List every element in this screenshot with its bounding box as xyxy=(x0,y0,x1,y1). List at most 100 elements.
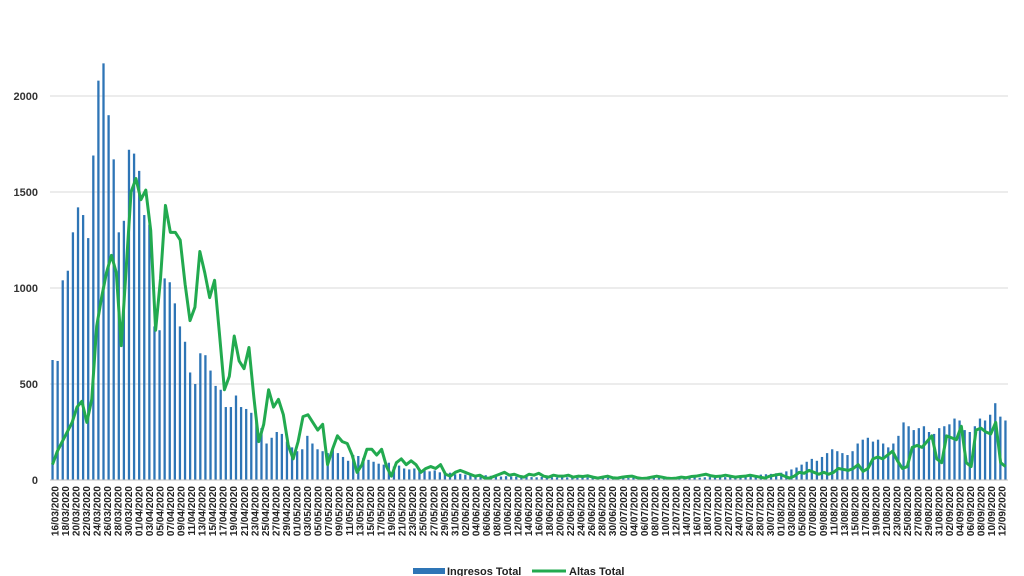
bar xyxy=(56,360,59,480)
x-tick-label: 22/07/2020 xyxy=(724,486,735,536)
bar xyxy=(540,476,543,480)
bar xyxy=(92,155,95,480)
x-tick-label: 11/08/2020 xyxy=(829,486,840,536)
bar xyxy=(882,443,885,480)
bar xyxy=(576,477,579,480)
bar xyxy=(836,451,839,480)
bar xyxy=(902,422,905,480)
bar xyxy=(713,477,717,480)
x-tick-label: 04/07/2020 xyxy=(629,486,640,536)
x-tick-label: 27/05/2020 xyxy=(429,486,440,536)
bar xyxy=(897,435,900,480)
bar xyxy=(107,115,110,480)
bar xyxy=(413,468,416,480)
x-tick-label: 24/03/2020 xyxy=(92,486,103,536)
bar xyxy=(912,430,915,480)
x-tick-label: 31/08/2020 xyxy=(935,486,946,536)
bar xyxy=(214,385,217,480)
x-tick-label: 25/04/2020 xyxy=(261,486,272,536)
bar xyxy=(846,455,849,480)
x-tick-label: 17/05/2020 xyxy=(377,486,388,536)
bar xyxy=(474,475,477,480)
bar xyxy=(87,238,90,480)
x-tick-label: 06/06/2020 xyxy=(482,486,493,536)
bar xyxy=(158,330,161,480)
bar xyxy=(861,439,864,480)
bar xyxy=(525,476,528,480)
x-tick-label: 28/06/2020 xyxy=(598,486,609,536)
x-tick-label: 10/07/2020 xyxy=(661,486,672,536)
bar xyxy=(367,459,370,480)
x-tick-label: 28/07/2020 xyxy=(756,486,767,536)
x-tick-label: 13/04/2020 xyxy=(198,486,209,536)
bar xyxy=(479,475,482,480)
bar xyxy=(127,149,131,480)
bar xyxy=(566,477,569,480)
bar xyxy=(260,428,263,480)
x-tick-label: 03/04/2020 xyxy=(145,486,156,536)
bar xyxy=(265,443,268,480)
x-tick-label: 18/07/2020 xyxy=(703,486,714,536)
bar xyxy=(168,282,171,480)
bar xyxy=(372,461,375,480)
x-tick-label: 09/04/2020 xyxy=(177,486,188,536)
bar xyxy=(285,441,289,480)
x-tick-label: 30/03/2020 xyxy=(124,486,135,536)
bar xyxy=(703,477,706,480)
x-tick-label: 15/05/2020 xyxy=(366,486,377,536)
bar xyxy=(229,407,233,480)
bar xyxy=(239,407,243,480)
bar xyxy=(627,478,630,480)
bar xyxy=(932,433,936,480)
bar xyxy=(591,477,594,480)
y-tick-label: 1000 xyxy=(14,283,38,295)
bar xyxy=(652,477,655,480)
bar xyxy=(978,418,982,480)
y-tick-label: 1500 xyxy=(14,187,38,199)
bar xyxy=(250,412,253,480)
bar xyxy=(245,408,248,480)
x-tick-label: 05/05/2020 xyxy=(313,486,324,536)
bar xyxy=(209,370,212,480)
bar xyxy=(515,476,518,480)
x-tick-label: 17/08/2020 xyxy=(861,486,872,536)
x-tick-label: 19/05/2020 xyxy=(387,486,398,536)
x-tick-label: 14/06/2020 xyxy=(524,486,535,536)
bar xyxy=(163,278,166,480)
bar xyxy=(989,414,992,480)
bar xyxy=(443,473,447,480)
x-tick-label: 22/06/2020 xyxy=(566,486,577,536)
bar xyxy=(341,456,345,480)
x-tick-label: 18/03/2020 xyxy=(61,486,72,536)
x-tick-label: 26/07/2020 xyxy=(745,486,756,536)
y-tick-label: 500 xyxy=(20,379,38,391)
x-tick-label: 24/07/2020 xyxy=(735,486,746,536)
bar xyxy=(622,477,625,480)
bar xyxy=(994,403,997,480)
bar xyxy=(336,453,340,480)
bar xyxy=(499,476,503,480)
gridlines xyxy=(50,95,1008,385)
x-tick-label: 20/07/2020 xyxy=(713,486,724,536)
x-tick-label: 23/04/2020 xyxy=(250,486,261,536)
x-tick-label: 31/05/2020 xyxy=(450,486,461,536)
bar xyxy=(739,476,742,480)
bar-series-ingresos xyxy=(51,63,1007,481)
bar xyxy=(224,407,227,480)
x-tick-label: 19/08/2020 xyxy=(871,486,882,536)
x-tick-label: 10/06/2020 xyxy=(503,486,514,536)
bar xyxy=(280,433,283,480)
bar xyxy=(820,456,824,480)
bar xyxy=(428,471,431,480)
y-tick-label: 2000 xyxy=(14,91,38,103)
bar xyxy=(841,453,844,480)
x-tick-label: 11/05/2020 xyxy=(345,486,356,536)
bar xyxy=(866,437,870,480)
bar xyxy=(76,207,80,481)
x-tick-label: 07/05/2020 xyxy=(324,486,335,536)
bar xyxy=(520,476,523,480)
x-tick-label: 02/07/2020 xyxy=(619,486,630,536)
x-tick-label: 15/04/2020 xyxy=(208,486,219,536)
bar xyxy=(326,453,329,480)
bar xyxy=(459,473,462,480)
